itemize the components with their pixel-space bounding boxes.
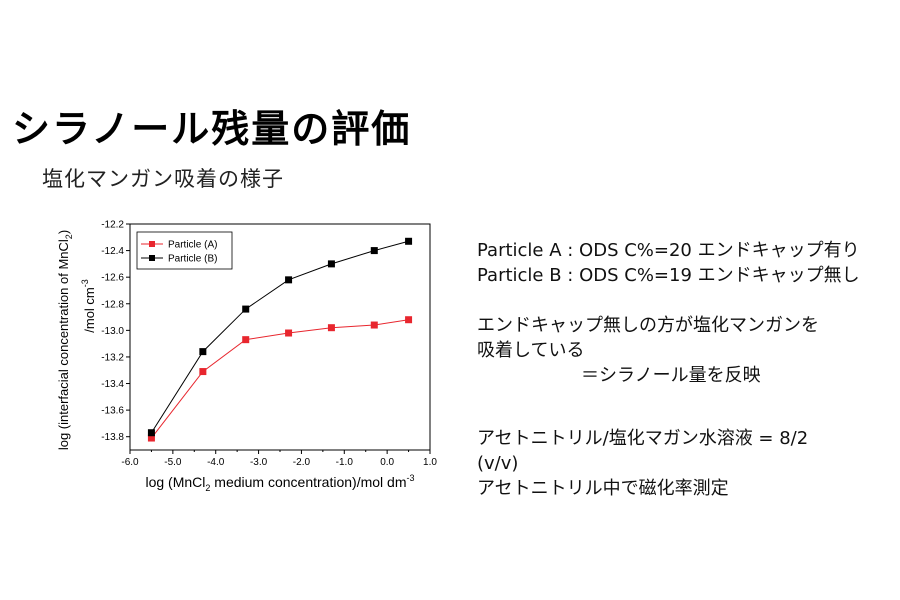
note-line: アセトニトリル中で磁化率測定: [477, 478, 729, 499]
note-line: 吸着している: [477, 340, 585, 361]
note-line: Particle B : ODS C%=19 エンドキャップ無し: [477, 265, 860, 286]
y-tick-label: -12.8: [101, 299, 124, 310]
y-tick-label: -12.2: [101, 220, 124, 231]
x-tick-label: -6.0: [121, 457, 139, 468]
x-tick-label: 0.0: [380, 457, 394, 468]
x-tick-label: -3.0: [250, 457, 268, 468]
notes-panel: Particle A : ODS C%=20 エンドキャップ有り Particl…: [477, 238, 897, 501]
y-tick-label: -12.4: [101, 246, 124, 257]
data-point: [327, 260, 335, 268]
data-point: [147, 429, 155, 437]
legend-label: Particle (B): [168, 254, 217, 265]
data-point: [405, 316, 413, 324]
y-tick-label: -13.8: [101, 432, 124, 443]
x-tick-label: -2.0: [293, 457, 311, 468]
y-tick-label: -13.0: [101, 326, 124, 337]
series-line: [151, 240, 409, 433]
note-line: ＝シラノール量を反映: [581, 365, 761, 386]
data-point: [147, 434, 155, 442]
y-axis-label: log (interfacial concentration of MnCl2): [56, 230, 74, 450]
legend-label: Particle (A): [168, 240, 217, 251]
x-tick-label: 1.0: [423, 457, 437, 468]
data-point: [370, 321, 378, 329]
y-tick-label: -13.6: [101, 406, 124, 417]
data-point: [285, 276, 293, 284]
y-tick-label: -13.2: [101, 352, 124, 363]
x-tick-label: -1.0: [336, 457, 354, 468]
note-line: エンドキャップ無しの方が塩化マンガンを: [477, 315, 819, 336]
x-tick-label: -4.0: [207, 457, 225, 468]
page-title: シラノール残量の評価: [12, 107, 412, 151]
chart-area: -6.0 -5.0 -4.0 -3.0 -2.0 -1.0 0.0 1.0 -12.2 -12.4…: [56, 220, 437, 494]
page-subtitle: 塩化マンガン吸着の様子: [42, 167, 284, 191]
x-tick-label: -5.0: [164, 457, 182, 468]
note-line: Particle A : ODS C%=20 エンドキャップ有り: [477, 240, 860, 261]
data-point: [199, 348, 207, 356]
series-line: [151, 319, 409, 439]
data-point: [405, 237, 413, 245]
y-tick-label: -12.6: [101, 273, 124, 284]
x-axis-label: log (MnCl2 medium concentration)/mol dm-…: [145, 473, 414, 493]
y-tick-label: -13.4: [101, 379, 124, 390]
note-line: アセトニトリル/塩化マガン水溶液 = 8/2: [477, 428, 809, 449]
data-point: [199, 368, 207, 376]
legend: Particle (A) Particle (B): [136, 231, 233, 270]
data-point: [327, 324, 335, 332]
data-point: [370, 247, 378, 255]
legend-marker: [149, 255, 155, 261]
note-line: (v/v): [477, 453, 519, 474]
data-point: [285, 329, 293, 337]
data-point: [242, 336, 250, 344]
data-point: [242, 305, 250, 313]
y-axis-unit: /mol cm-3: [80, 279, 97, 333]
legend-box: [136, 231, 233, 270]
legend-marker: [149, 241, 155, 247]
